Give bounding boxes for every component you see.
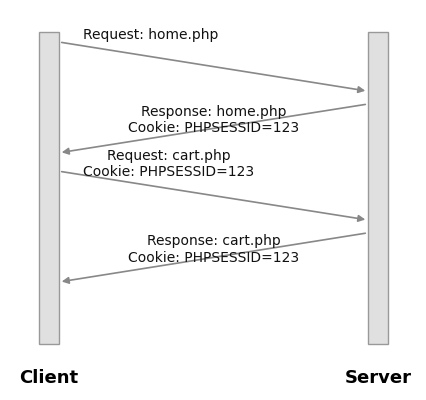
Bar <box>367 32 387 344</box>
Text: Request: home.php: Request: home.php <box>83 28 218 42</box>
Text: Response: cart.php
Cookie: PHPSESSID=123: Response: cart.php Cookie: PHPSESSID=123 <box>128 234 298 265</box>
Text: Client: Client <box>20 369 78 387</box>
Text: Response: home.php
Cookie: PHPSESSID=123: Response: home.php Cookie: PHPSESSID=123 <box>128 105 298 135</box>
Text: Server: Server <box>344 369 410 387</box>
Text: Request: cart.php
Cookie: PHPSESSID=123: Request: cart.php Cookie: PHPSESSID=123 <box>83 149 254 179</box>
Bar <box>39 32 59 344</box>
